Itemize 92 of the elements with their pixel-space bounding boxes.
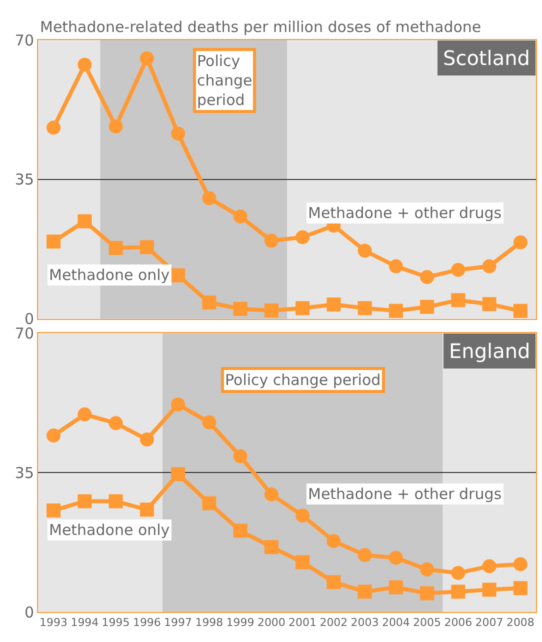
- point: [482, 297, 496, 312]
- point: [78, 407, 92, 422]
- point: [108, 416, 123, 430]
- point: [171, 467, 186, 482]
- y-tick-label: 35: [14, 464, 34, 482]
- point: [140, 502, 154, 517]
- series-label: Methadone only: [49, 521, 170, 539]
- point: [326, 534, 341, 548]
- point: [264, 540, 278, 554]
- point: [296, 555, 310, 570]
- point: [264, 234, 278, 248]
- point: [202, 296, 216, 310]
- point: [202, 191, 216, 206]
- series-label: Methadone + other drugs: [308, 485, 502, 503]
- point: [296, 301, 310, 316]
- x-tick-label: 2008: [506, 616, 534, 630]
- x-tick-label: 1998: [195, 616, 224, 630]
- point: [326, 575, 341, 590]
- x-tick-label: 1997: [164, 616, 192, 630]
- point: [451, 566, 466, 580]
- point: [171, 268, 186, 282]
- point: [46, 234, 61, 249]
- point: [513, 581, 528, 596]
- y-tick-label: 35: [14, 170, 34, 189]
- x-tick-label: 1996: [132, 616, 161, 630]
- point: [202, 415, 216, 430]
- y-tick-label: 0: [24, 603, 34, 622]
- point: [140, 51, 154, 66]
- point: [78, 494, 92, 508]
- x-tick-label: 1995: [102, 616, 130, 630]
- point: [233, 302, 248, 316]
- band-label: Policy change period: [225, 371, 381, 389]
- point: [171, 397, 186, 412]
- point: [358, 244, 372, 258]
- x-tick-label: 2007: [475, 616, 504, 630]
- point: [451, 293, 466, 308]
- point: [296, 230, 310, 244]
- chart-subtitle: Scotland: [443, 46, 530, 70]
- x-tick-label: 2004: [382, 616, 410, 630]
- point: [78, 58, 92, 72]
- x-tick-label: 1999: [226, 616, 254, 630]
- x-tick-label: 1994: [70, 616, 99, 630]
- point: [202, 496, 216, 510]
- point: [264, 303, 278, 318]
- point: [296, 508, 310, 523]
- point: [46, 503, 61, 518]
- point: [326, 298, 341, 312]
- series-label: Methadone only: [49, 266, 170, 284]
- x-tick-label: 1993: [40, 616, 68, 630]
- point: [46, 120, 61, 135]
- series-label: Methadone + other drugs: [308, 204, 502, 222]
- point: [482, 582, 496, 597]
- point: [140, 432, 154, 447]
- point: [358, 584, 372, 599]
- point: [388, 304, 403, 318]
- band-label: Policy change period: [197, 52, 252, 109]
- point: [388, 550, 403, 565]
- point: [420, 586, 434, 600]
- point: [140, 240, 154, 254]
- x-tick-label: 2003: [350, 616, 379, 630]
- point: [108, 240, 123, 255]
- x-tick-label: 2005: [413, 616, 442, 630]
- point: [513, 557, 528, 572]
- chart-title: Methadone-related deaths per million doses of methadone: [40, 18, 482, 36]
- point: [420, 300, 434, 314]
- point: [233, 524, 248, 538]
- point: [388, 259, 403, 274]
- chart-title: England: [449, 339, 530, 363]
- x-tick-label: 2002: [320, 616, 348, 630]
- point: [451, 584, 466, 599]
- point: [171, 126, 186, 141]
- point: [482, 559, 496, 574]
- point: [233, 449, 248, 464]
- x-tick-label: 2001: [288, 616, 317, 630]
- point: [482, 259, 496, 274]
- point: [420, 270, 434, 284]
- point: [358, 301, 372, 316]
- point: [358, 548, 372, 562]
- point: [513, 304, 528, 318]
- point: [108, 119, 123, 134]
- point: [420, 562, 434, 576]
- point: [388, 580, 403, 594]
- point: [233, 209, 248, 224]
- point: [451, 262, 466, 277]
- point: [78, 214, 92, 228]
- point: [264, 487, 278, 502]
- x-tick-label: 2000: [257, 616, 286, 630]
- point: [108, 494, 123, 508]
- x-tick-label: 2006: [444, 616, 472, 630]
- y-tick-label: 70: [14, 31, 34, 50]
- point: [513, 235, 528, 250]
- point: [46, 428, 61, 443]
